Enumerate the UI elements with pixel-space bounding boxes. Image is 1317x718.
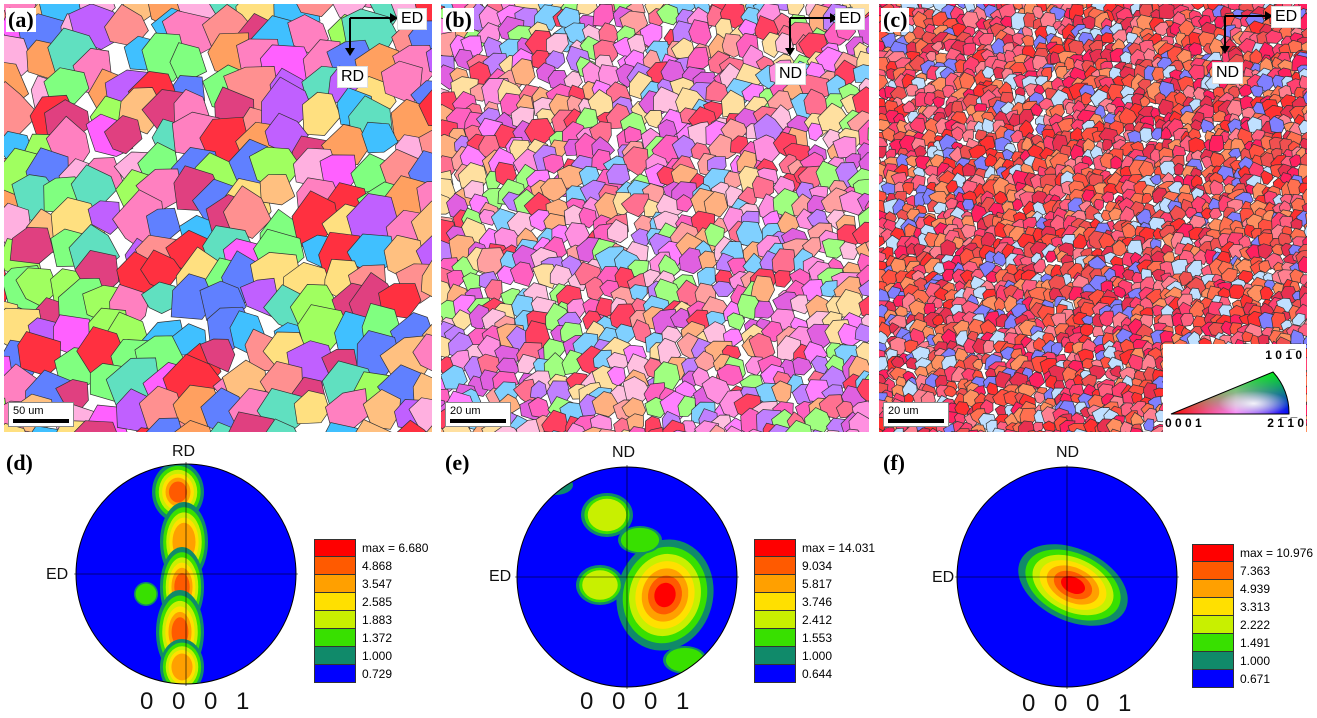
legend-f-swatch [1192,616,1234,634]
legend-e-value: 2.412 [802,613,833,627]
legend-d-swatch [314,611,356,629]
scale-bar-c-text: 20 um [888,405,919,417]
pf-f-top-label: ND [1056,444,1080,461]
scale-bar-a: 50 um [8,402,74,427]
direction-arrows-c [1220,11,1273,54]
legend-e-value: 5.817 [802,577,833,591]
legend-e-value: 1.000 [802,649,833,663]
pf-d-top-label: RD [172,443,196,460]
legend-f-value: 7.363 [1240,564,1271,578]
legend-f-value: 4.939 [1240,582,1271,596]
legend-d-swatch [314,575,356,593]
scale-bar-a-text: 50 um [13,405,44,417]
pf-d-bottom-label: 0 0 0 1 [140,688,256,715]
ipf-label-left: 0 0 0 1 [1165,416,1202,430]
ipf-color-key: 1 0 1̅ 0 0 0 0 1 2 1̅ 1̅ 0 [1163,344,1306,432]
legend-d-value: 4.868 [362,559,393,573]
legend-e-swatch [754,629,796,647]
direction-arrows-a [345,13,398,56]
panel-label-b: (b) [443,7,474,32]
scale-bar-c: 20 um [883,402,949,427]
legend-e-swatch [754,593,796,611]
pf-e-top-label: ND [612,444,636,461]
legend-f-swatch [1192,580,1234,598]
ipf-label-right: 2 1̅ 1̅ 0 [1267,416,1304,430]
legend-f-frame [1192,544,1234,688]
pf-f-bottom-label: 0 0 0 1 [1022,690,1138,717]
axis-label-ed-b: ED [835,8,866,30]
axis-label-nd-b: ND [775,63,807,85]
legend-f-value: max = 10.976 [1240,546,1314,560]
legend-f-value: 0.671 [1240,672,1271,686]
legend-e-frame [754,539,796,683]
legend-f-swatch [1192,598,1234,616]
legend-d-swatch [314,647,356,665]
legend-e-value: 1.553 [802,631,833,645]
legend-e-swatch [754,611,796,629]
legend-d-swatch [314,593,356,611]
legend-f-swatch [1192,562,1234,580]
legend-d-swatch [314,539,356,557]
panel-label-c: (c) [881,7,910,32]
pf-e-left-label: ED [489,568,512,585]
scale-bar-b-text: 20 um [450,405,481,417]
legend-f-value: 2.222 [1240,618,1271,632]
legend-e-value: 9.034 [802,559,833,573]
pf-d-left-label: ED [46,566,69,583]
panel-label-a: (a) [6,7,36,32]
axis-label-nd-c: ND [1212,62,1244,84]
legend-e-swatch [754,647,796,665]
legend-e-value: 3.746 [802,595,833,609]
legend-f-swatch [1192,652,1234,670]
legend-d-value: 0.729 [362,667,393,681]
legend-e-value: max = 14.031 [802,541,876,555]
legend-e-value: 0.644 [802,667,833,681]
panel-label-d: (d) [6,450,33,475]
direction-arrows-b [785,13,838,56]
legend-d-value: 3.547 [362,577,393,591]
pole-figure-e [515,465,739,689]
legend-f-value: 1.000 [1240,654,1271,668]
legend-d-value: 1.000 [362,649,393,663]
legend-f-swatch [1192,544,1234,562]
legend-f-value: 3.313 [1240,600,1271,614]
ipf-label-top: 1 0 1̅ 0 [1265,348,1302,362]
legend-d-frame [314,539,356,683]
scale-bar-b: 20 um [445,402,511,427]
legend-d-value: 2.585 [362,595,393,609]
axis-label-ed-c: ED [1271,6,1302,28]
ipf-triangle [1170,371,1290,415]
legend-d-value: max = 6.680 [362,541,429,555]
legend-d-value: 1.883 [362,613,393,627]
legend-d-swatch [314,629,356,647]
pole-figure-f [955,465,1179,689]
panel-label-e: (e) [445,450,470,475]
pf-f-left-label: ED [932,569,955,586]
legend-f-value: 1.491 [1240,636,1271,650]
legend-e-swatch [754,539,796,557]
legend-d-value: 1.372 [362,631,393,645]
pf-e-bottom-label: 0 0 0 1 [580,688,696,715]
legend-d-swatch [314,557,356,575]
pole-figure-d [74,462,298,686]
legend-f-swatch [1192,634,1234,652]
axis-label-ed-a: ED [397,8,428,30]
legend-e-swatch [754,575,796,593]
legend-e-swatch [754,557,796,575]
axis-label-rd-a: RD [337,66,369,88]
panel-label-f: (f) [883,450,905,475]
